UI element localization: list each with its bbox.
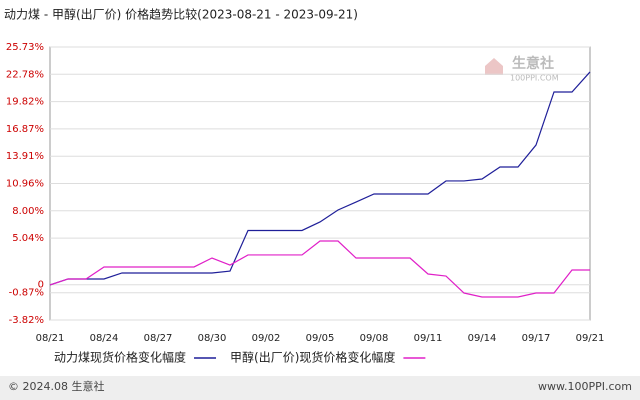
series-line xyxy=(49,240,590,298)
y-tick-label: 5.04% xyxy=(12,233,44,244)
y-tick-label: 16.87% xyxy=(6,124,44,135)
x-tick-label: 09/02 xyxy=(252,333,281,344)
x-tick-label: 08/27 xyxy=(144,333,173,344)
y-tick-label: 25.73% xyxy=(6,42,44,53)
footer-copyright: © 2024.08 生意社 xyxy=(8,379,104,393)
chart-title: 动力煤 - 甲醇(出厂价) 价格趋势比较(2023-08-21 - 2023-0… xyxy=(4,7,358,22)
footer-bar xyxy=(0,376,640,400)
y-tick-label: -0.87% xyxy=(9,288,44,299)
x-tick-label: 09/11 xyxy=(414,333,443,344)
footer-site: www.100PPI.com xyxy=(538,380,632,393)
x-tick-label: 09/21 xyxy=(576,333,605,344)
x-tick-label: 09/17 xyxy=(522,333,551,344)
watermark-icon xyxy=(485,58,503,75)
y-tick-label: 19.82% xyxy=(6,97,44,108)
watermark-url: 100PPI.COM xyxy=(510,74,559,83)
y-tick-label: 8.00% xyxy=(12,206,44,217)
watermark-name: 生意社 xyxy=(512,55,554,72)
x-tick-label: 08/21 xyxy=(36,333,65,344)
y-tick-label: 22.78% xyxy=(6,69,44,80)
y-tick-label: -3.82% xyxy=(9,315,44,326)
y-tick-label: 13.91% xyxy=(6,151,44,162)
x-tick-label: 09/05 xyxy=(306,333,335,344)
y-tick-label: 0 xyxy=(38,280,44,291)
legend-label: 动力煤现货价格变化幅度 xyxy=(54,350,186,365)
y-tick-label: 10.96% xyxy=(6,178,44,189)
series-line xyxy=(49,71,591,286)
legend-label: 甲醇(出厂价)现货价格变化幅度 xyxy=(230,350,395,365)
x-tick-label: 08/30 xyxy=(198,333,227,344)
x-tick-label: 09/14 xyxy=(468,333,497,344)
x-tick-label: 08/24 xyxy=(90,333,119,344)
x-tick-label: 09/08 xyxy=(360,333,389,344)
